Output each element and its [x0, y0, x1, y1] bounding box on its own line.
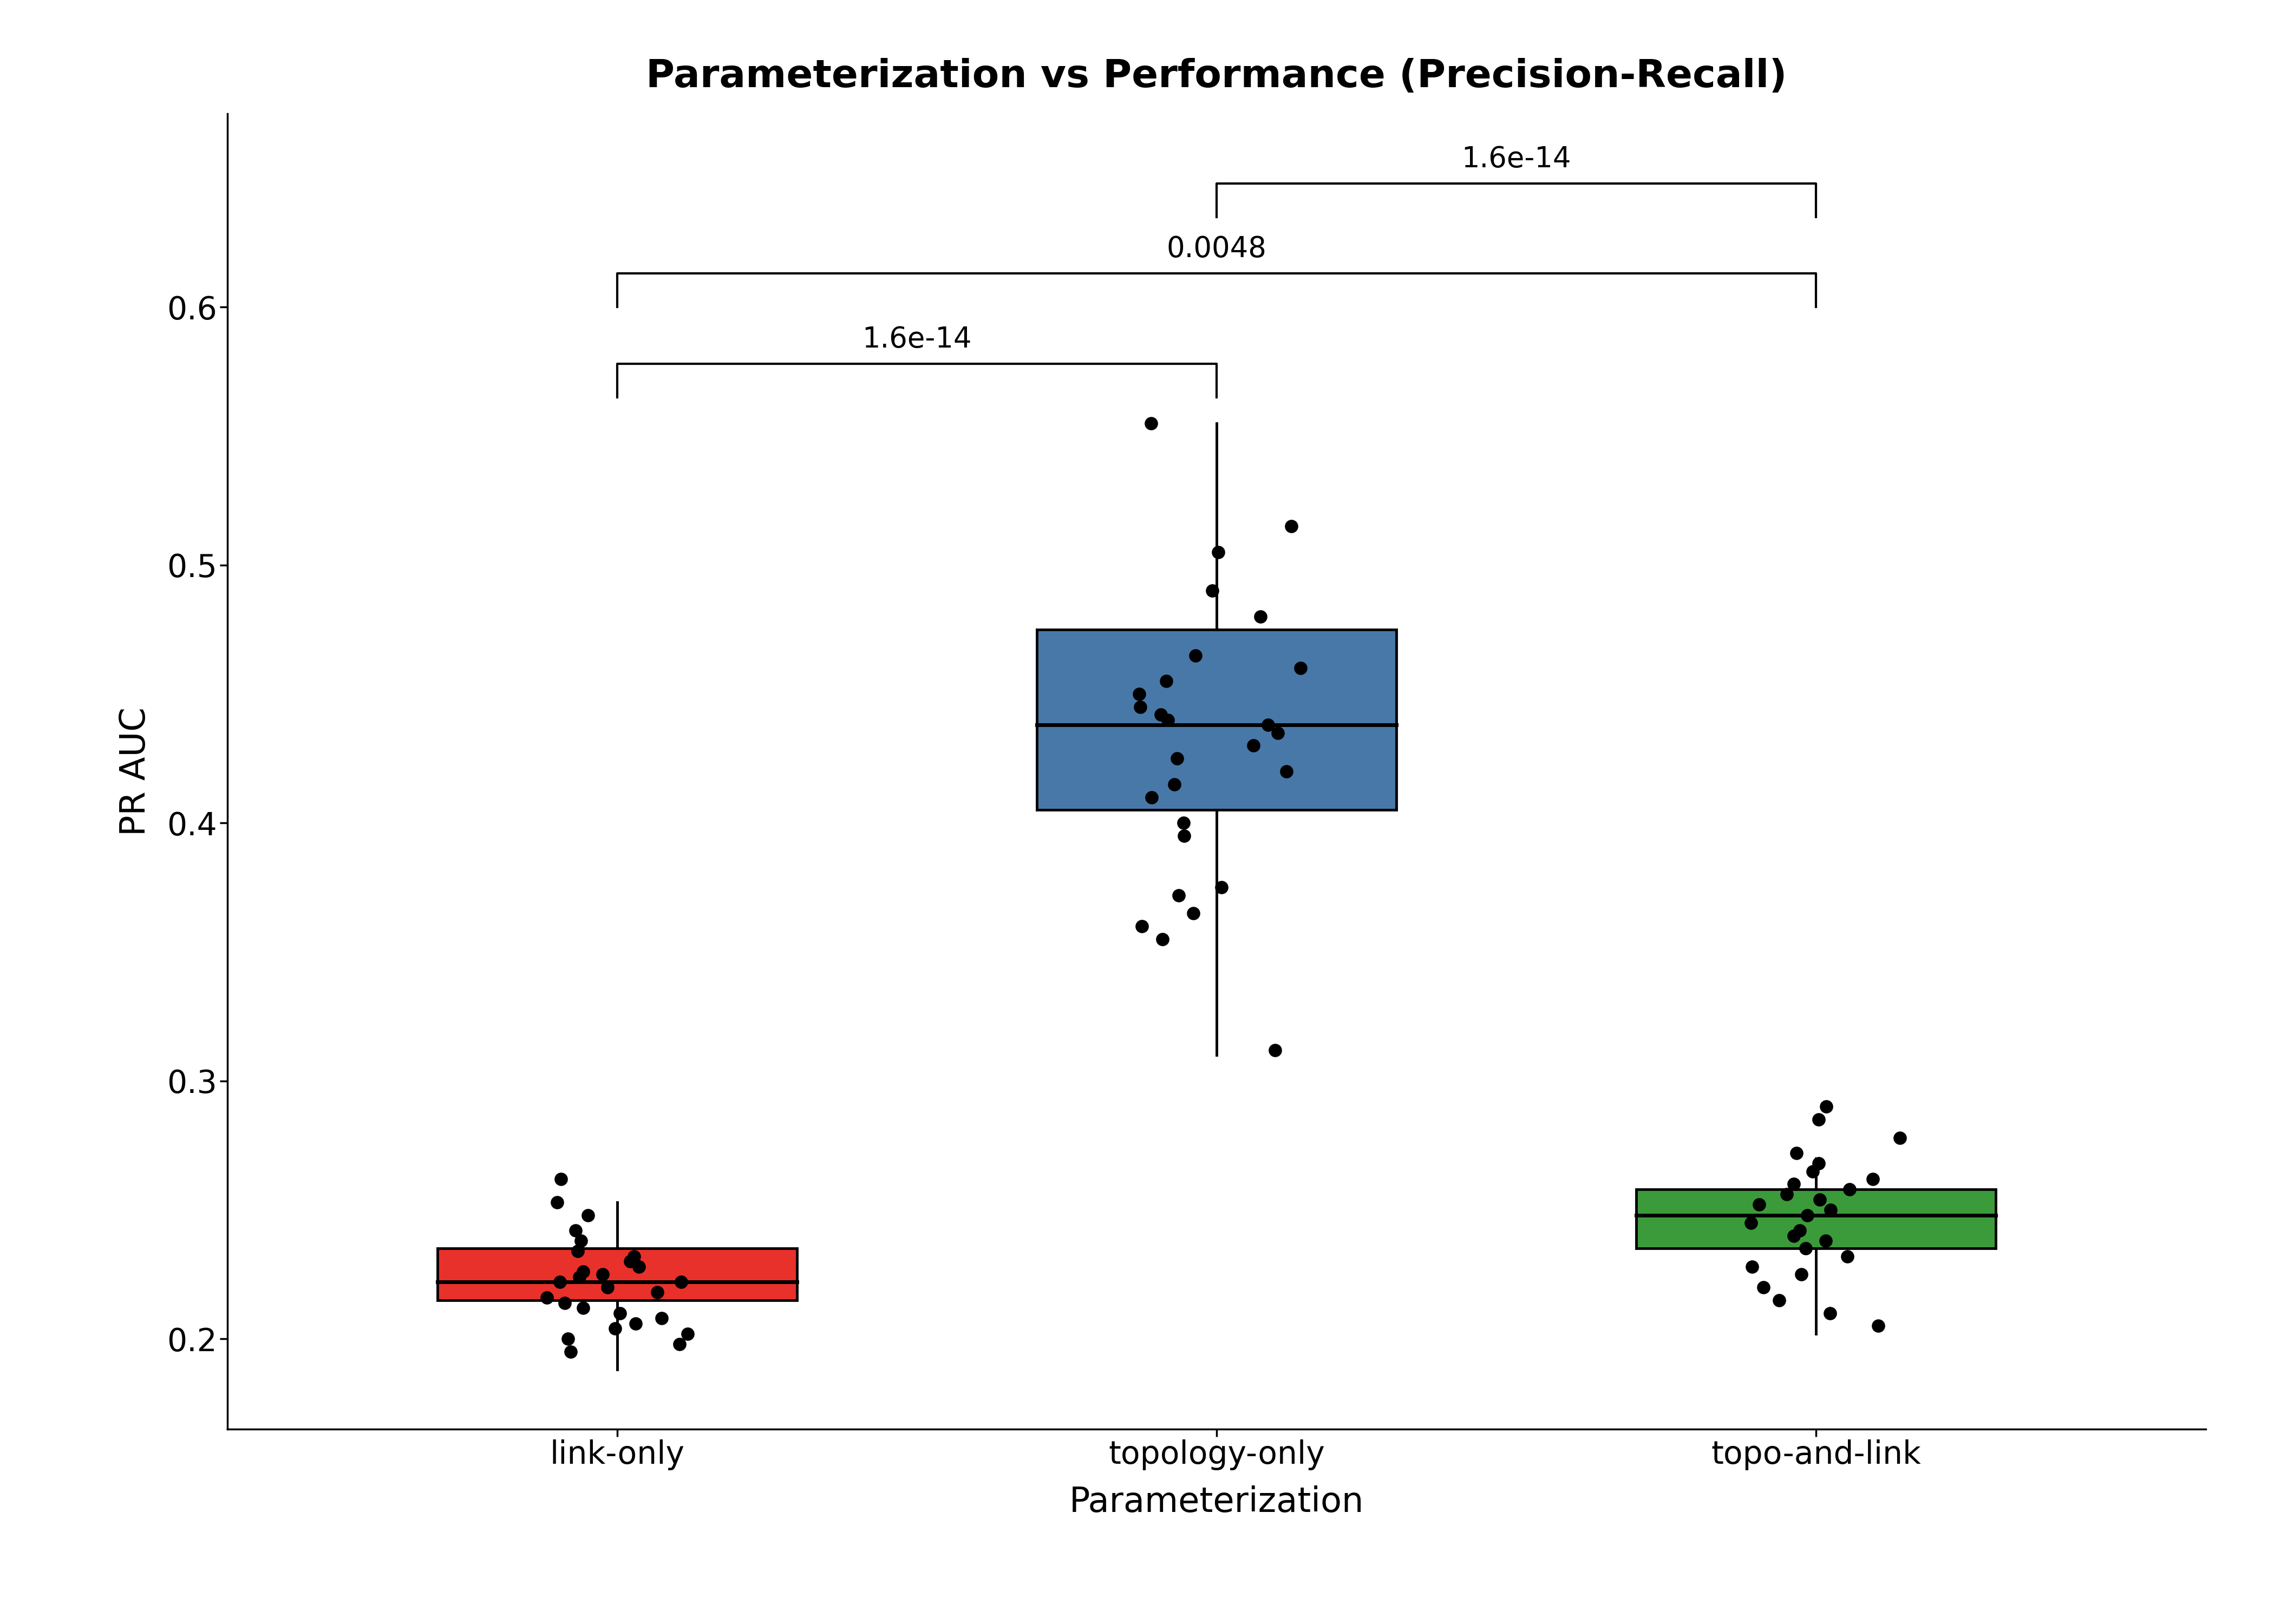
- Point: [1801, 1150, 1837, 1176]
- Point: [528, 1285, 564, 1311]
- Point: [1235, 732, 1271, 758]
- Point: [1121, 680, 1157, 706]
- Point: [550, 1325, 587, 1351]
- Point: [1258, 1038, 1294, 1064]
- Point: [1801, 1106, 1837, 1132]
- Point: [669, 1320, 705, 1346]
- Point: [1733, 1254, 1769, 1280]
- Point: [559, 1237, 596, 1263]
- Point: [543, 1166, 580, 1192]
- Point: [1860, 1312, 1897, 1338]
- Point: [562, 1228, 598, 1254]
- Point: [662, 1268, 698, 1294]
- Point: [1853, 1166, 1890, 1192]
- Point: [1776, 1171, 1812, 1197]
- Point: [562, 1263, 598, 1289]
- Point: [1801, 1187, 1837, 1213]
- Point: [1142, 702, 1178, 728]
- Point: [1778, 1140, 1815, 1166]
- Point: [1123, 913, 1160, 939]
- Point: [1808, 1093, 1844, 1119]
- Point: [1742, 1192, 1778, 1218]
- Point: [1760, 1288, 1796, 1314]
- Point: [1812, 1301, 1849, 1327]
- Point: [1781, 1218, 1817, 1244]
- Point: [1808, 1228, 1844, 1254]
- Point: [1273, 513, 1310, 539]
- Text: 1.6e-14: 1.6e-14: [1462, 145, 1571, 174]
- Point: [1132, 784, 1169, 810]
- Point: [598, 1315, 634, 1341]
- Point: [1733, 1210, 1769, 1236]
- Point: [1831, 1176, 1867, 1202]
- Point: [589, 1275, 625, 1301]
- Text: 0.0048: 0.0048: [1167, 235, 1267, 263]
- Point: [1881, 1125, 1917, 1151]
- Point: [1148, 667, 1185, 693]
- Point: [564, 1294, 600, 1320]
- Point: [564, 1259, 600, 1285]
- Point: [1167, 810, 1203, 836]
- Point: [1123, 693, 1160, 719]
- Point: [1776, 1223, 1812, 1249]
- Bar: [1637, 1189, 1997, 1249]
- Bar: [437, 1249, 796, 1301]
- Point: [621, 1254, 657, 1280]
- Point: [1178, 643, 1214, 669]
- Point: [1144, 926, 1180, 952]
- Point: [1769, 1181, 1806, 1207]
- Point: [1160, 882, 1196, 908]
- Point: [639, 1280, 675, 1306]
- Point: [616, 1244, 653, 1270]
- Point: [571, 1202, 607, 1228]
- Point: [1203, 874, 1239, 900]
- Point: [541, 1268, 578, 1294]
- Point: [612, 1249, 648, 1275]
- Point: [539, 1189, 575, 1215]
- Point: [1194, 578, 1230, 604]
- Point: [1157, 771, 1194, 797]
- Point: [1283, 654, 1319, 680]
- Point: [619, 1311, 655, 1337]
- Point: [1828, 1244, 1865, 1270]
- Point: [1794, 1158, 1831, 1184]
- Point: [1812, 1197, 1849, 1223]
- Point: [584, 1262, 621, 1288]
- Point: [603, 1301, 639, 1327]
- X-axis label: Parameterization: Parameterization: [1069, 1486, 1364, 1518]
- Point: [1260, 719, 1296, 745]
- Text: 1.6e-14: 1.6e-14: [862, 325, 971, 354]
- Point: [1783, 1262, 1819, 1288]
- Point: [1251, 711, 1287, 737]
- Point: [1242, 604, 1278, 630]
- Point: [1160, 745, 1196, 771]
- Title: Parameterization vs Performance (Precision-Recall): Parameterization vs Performance (Precisi…: [646, 58, 1787, 96]
- Point: [553, 1338, 589, 1364]
- Point: [662, 1332, 698, 1358]
- Point: [1132, 411, 1169, 437]
- Point: [644, 1306, 680, 1332]
- Point: [1744, 1275, 1781, 1301]
- Point: [1790, 1202, 1826, 1228]
- Bar: [1037, 630, 1396, 810]
- Point: [1151, 706, 1187, 732]
- Point: [557, 1218, 594, 1244]
- Point: [1269, 758, 1305, 784]
- Point: [1176, 900, 1212, 926]
- Point: [1201, 539, 1237, 565]
- Point: [1167, 823, 1203, 849]
- Point: [546, 1289, 582, 1315]
- Y-axis label: PR AUC: PR AUC: [118, 706, 152, 836]
- Point: [1787, 1236, 1824, 1262]
